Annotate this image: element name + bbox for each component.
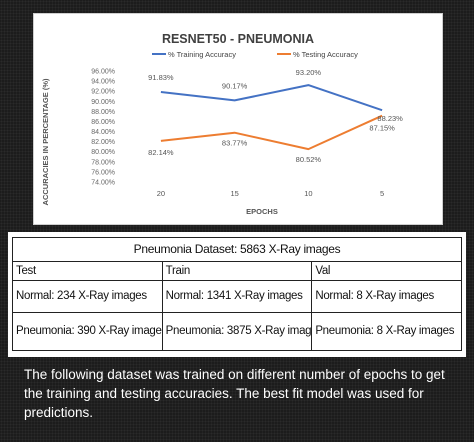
line-chart: RESNET50 - PNEUMONIA % Training Accuracy… [41, 32, 403, 216]
x-axis-ticks: 20 15 10 5 [157, 189, 385, 198]
x-tick-label: 10 [304, 189, 312, 198]
data-label: 90.17% [222, 81, 248, 90]
y-tick-label: 76.00% [91, 169, 115, 176]
y-tick-label: 74.00% [91, 180, 115, 187]
data-label: 88.23% [377, 114, 403, 123]
dataset-table: Pneumonia Dataset: 5863 X-Ray images Tes… [12, 237, 462, 352]
data-label: 82.14% [148, 148, 174, 157]
table-cell: Pneumonia: 390 X-Ray images [12, 311, 163, 352]
y-tick-label: 84.00% [91, 129, 115, 136]
series-line-0 [160, 84, 383, 112]
data-label: 80.52% [296, 155, 322, 164]
table-title: Pneumonia Dataset: 5863 X-Ray images [12, 237, 462, 262]
table-cell: Pneumonia: 8 X-Ray images [311, 311, 462, 352]
header-val: Val [311, 260, 462, 281]
y-tick-label: 86.00% [91, 119, 115, 126]
chart-title: RESNET50 - PNEUMONIA [162, 32, 314, 46]
y-tick-label: 78.00% [91, 159, 115, 166]
chart-panel: RESNET50 - PNEUMONIA % Training Accuracy… [33, 13, 443, 225]
y-axis-label: ACCURACIES IN PERCENTAGE (%) [41, 78, 50, 205]
y-tick-label: 88.00% [91, 109, 115, 116]
y-tick-label: 82.00% [91, 139, 115, 146]
table-row: Normal: 234 X-Ray images Normal: 1341 X-… [12, 279, 462, 313]
x-tick-label: 5 [380, 189, 384, 198]
data-labels: 91.83% 90.17% 93.20% 88.23% 82.14% 83.77% 80.5… [148, 68, 403, 164]
data-label: 93.20% [296, 68, 322, 77]
y-axis-ticks: 74.00% 76.00% 78.00% 80.00% 82.00% 84.00% 86.0… [91, 69, 115, 187]
dataset-table-panel: Pneumonia Dataset: 5863 X-Ray images Tes… [8, 232, 466, 357]
table-cell: Normal: 234 X-Ray images [12, 279, 163, 313]
y-tick-label: 80.00% [91, 149, 115, 156]
chart-legend: % Training Accuracy % Testing Accuracy [152, 50, 358, 59]
caption-text: The following dataset was trained on dif… [24, 367, 445, 420]
series-lines [160, 84, 383, 151]
table-cell: Pneumonia: 3875 X-Ray images [161, 311, 313, 352]
header-train: Train [161, 260, 313, 281]
y-tick-label: 96.00% [91, 69, 115, 76]
table-cell: Normal: 8 X-Ray images [311, 279, 462, 313]
y-tick-label: 92.00% [91, 89, 115, 96]
y-tick-label: 94.00% [91, 79, 115, 86]
y-tick-label: 90.00% [91, 99, 115, 106]
data-label: 83.77% [222, 139, 248, 148]
table-cell: Normal: 1341 X-Ray images [161, 279, 313, 313]
x-tick-label: 20 [157, 189, 165, 198]
x-axis-label: EPOCHS [246, 207, 278, 216]
header-test: Test [12, 260, 163, 281]
x-tick-label: 15 [230, 189, 238, 198]
series-line-1 [160, 114, 383, 151]
legend-entry: % Training Accuracy [168, 50, 236, 59]
data-label: 91.83% [148, 73, 174, 82]
table-row: Pneumonia: 390 X-Ray images Pneumonia: 3… [12, 311, 462, 352]
data-label: 87.15% [369, 124, 395, 133]
legend-entry: % Testing Accuracy [293, 50, 358, 59]
